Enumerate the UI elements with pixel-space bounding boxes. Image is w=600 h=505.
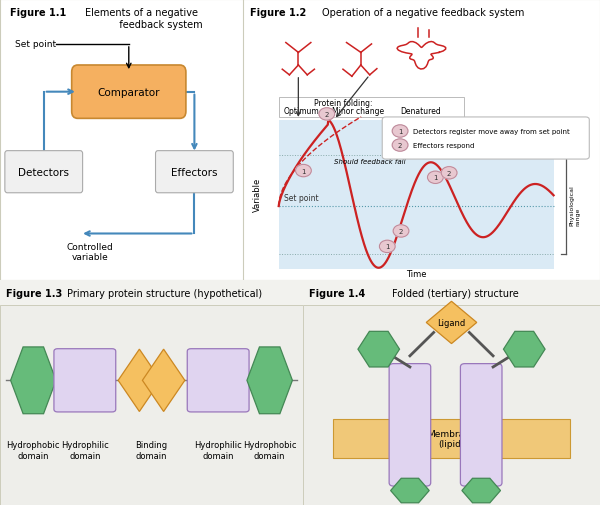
FancyBboxPatch shape (187, 349, 249, 412)
Text: Time: Time (406, 270, 427, 279)
Polygon shape (118, 349, 161, 412)
Text: 2: 2 (325, 112, 329, 118)
Text: Figure 1.1: Figure 1.1 (10, 9, 66, 18)
Circle shape (393, 225, 409, 238)
FancyBboxPatch shape (71, 66, 186, 119)
Text: Operation of a negative feedback system: Operation of a negative feedback system (322, 9, 524, 18)
Text: Set point: Set point (284, 193, 319, 203)
FancyBboxPatch shape (389, 364, 431, 486)
Polygon shape (462, 478, 500, 503)
Text: 2: 2 (447, 171, 451, 176)
Text: Minor change: Minor change (332, 107, 385, 116)
FancyBboxPatch shape (460, 364, 502, 486)
Polygon shape (358, 332, 400, 367)
Text: Denatured: Denatured (400, 107, 441, 116)
Text: Controlled
variable: Controlled variable (67, 242, 113, 262)
Text: Comparator: Comparator (98, 87, 160, 97)
Polygon shape (426, 301, 477, 344)
FancyBboxPatch shape (382, 118, 589, 160)
Text: Protein folding:: Protein folding: (314, 99, 373, 108)
Text: Figure 1.3: Figure 1.3 (6, 288, 62, 298)
Circle shape (428, 172, 443, 184)
Text: Figure 1.2: Figure 1.2 (250, 9, 307, 18)
Text: Folded (tertiary) structure: Folded (tertiary) structure (392, 288, 519, 298)
Text: Should feedback fail: Should feedback fail (334, 159, 406, 165)
Text: Optimum: Optimum (284, 107, 320, 116)
Polygon shape (391, 478, 429, 503)
Text: 2: 2 (398, 143, 402, 149)
Text: 1: 1 (385, 244, 389, 250)
Text: Hydrophilic
domain: Hydrophilic domain (61, 440, 109, 460)
Text: Variable: Variable (253, 178, 262, 212)
Text: Effectors: Effectors (171, 167, 218, 177)
Text: Detectors: Detectors (18, 167, 69, 177)
Text: Hydrophilic
domain: Hydrophilic domain (194, 440, 242, 460)
Text: Detectors register move away from set point: Detectors register move away from set po… (413, 129, 569, 135)
Text: Elements of a negative
           feedback system: Elements of a negative feedback system (85, 9, 203, 30)
Circle shape (392, 126, 408, 138)
Text: Ligand: Ligand (437, 318, 466, 327)
Polygon shape (247, 347, 292, 414)
Circle shape (392, 139, 408, 152)
Text: Membrane
(lipid): Membrane (lipid) (427, 429, 476, 448)
Bar (332, 420, 570, 459)
Circle shape (379, 241, 395, 253)
Text: Effectors respond: Effectors respond (413, 143, 474, 149)
Text: Hydrophobic
domain: Hydrophobic domain (243, 440, 296, 460)
Polygon shape (503, 332, 545, 367)
FancyBboxPatch shape (54, 349, 116, 412)
Text: Physiological
range: Physiological range (569, 185, 580, 226)
Circle shape (441, 167, 457, 180)
Text: 1: 1 (398, 129, 403, 135)
Text: 1: 1 (433, 175, 437, 181)
Text: 2: 2 (399, 228, 403, 234)
Text: Set point: Set point (14, 40, 56, 49)
Circle shape (319, 109, 335, 121)
Polygon shape (142, 349, 185, 412)
Polygon shape (11, 347, 56, 414)
Text: 1: 1 (301, 168, 305, 174)
Text: Hydrophobic
domain: Hydrophobic domain (7, 440, 60, 460)
Bar (279, 121, 554, 269)
FancyBboxPatch shape (155, 152, 233, 193)
Text: Figure 1.4: Figure 1.4 (309, 288, 365, 298)
Text: Binding
domain: Binding domain (136, 440, 167, 460)
FancyBboxPatch shape (279, 98, 464, 118)
Text: Primary protein structure (hypothetical): Primary protein structure (hypothetical) (67, 288, 262, 298)
Circle shape (296, 165, 311, 177)
FancyBboxPatch shape (5, 152, 83, 193)
